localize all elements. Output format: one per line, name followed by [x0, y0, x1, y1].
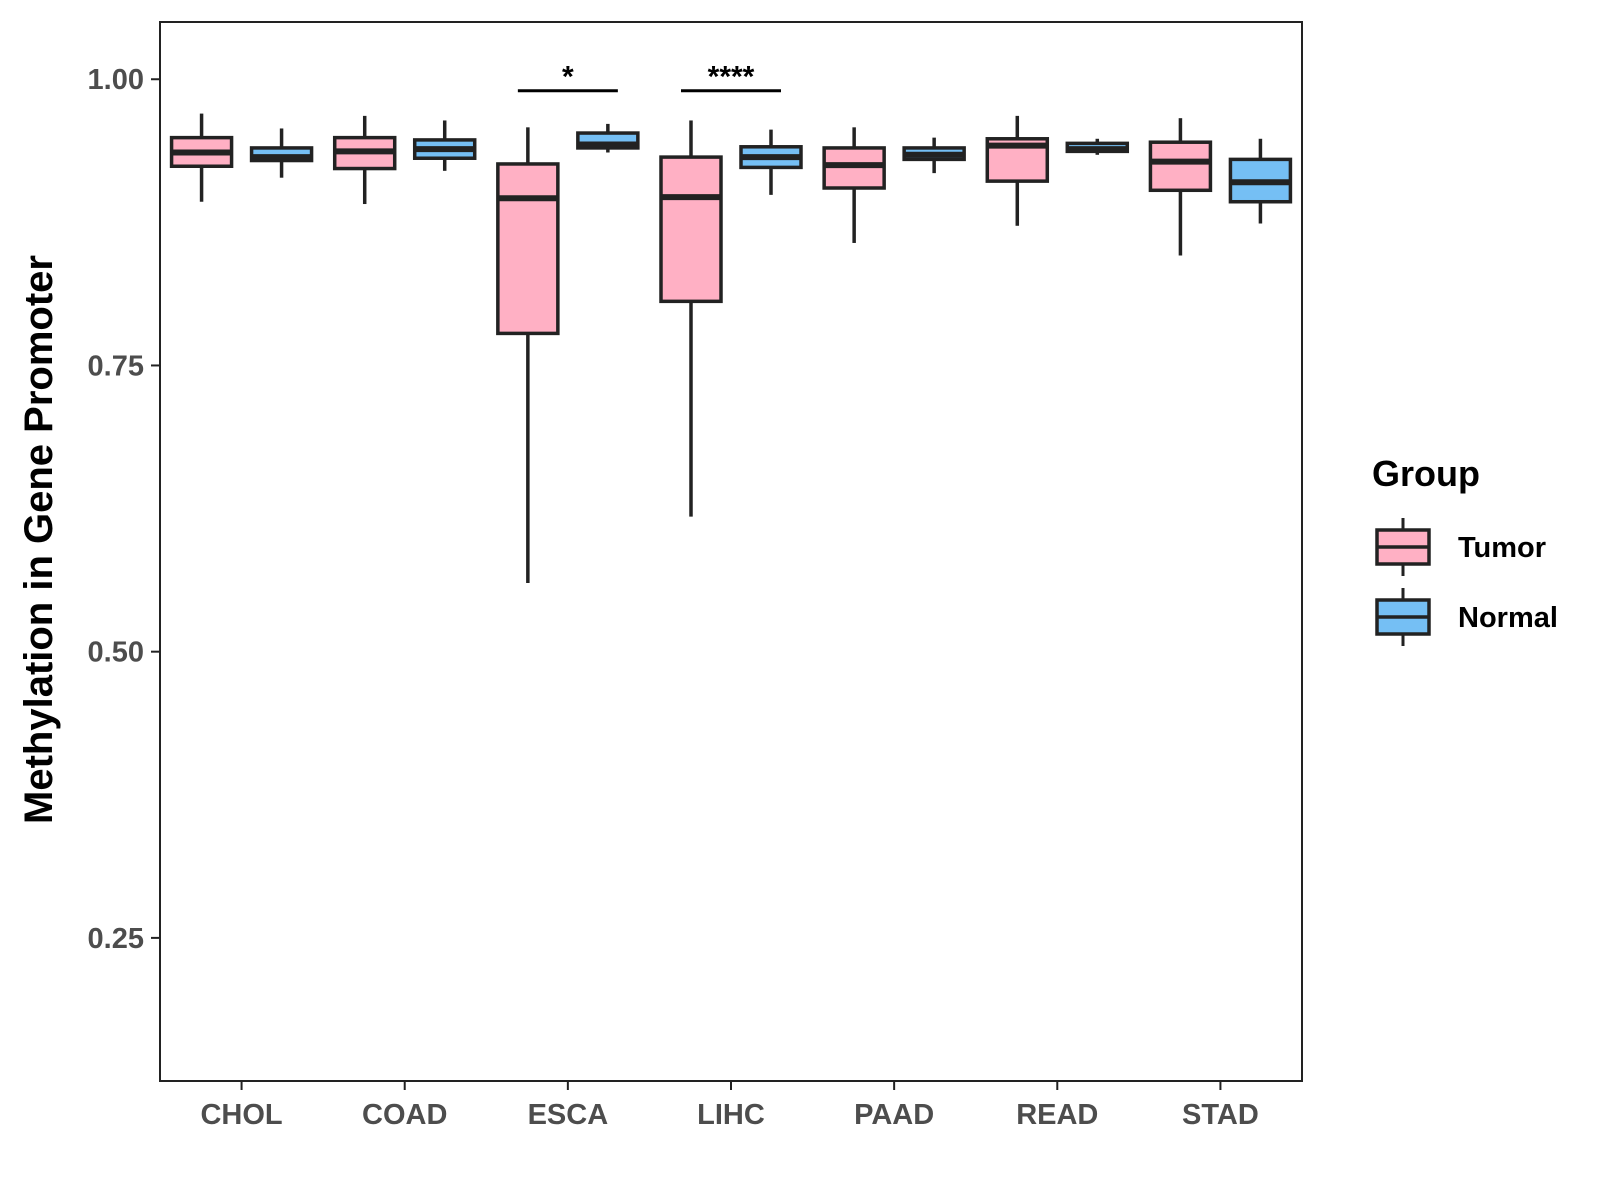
legend-key-tumor — [1375, 518, 1431, 576]
box-body — [1148, 140, 1213, 193]
y-axis: 0.25 0.50 0.75 1.00 — [88, 64, 160, 955]
box-tumor-esca — [496, 127, 560, 583]
box-normal-esca — [576, 123, 640, 153]
y-tick-label: 0.50 — [88, 637, 144, 669]
box-normal-coad — [412, 120, 477, 171]
y-axis-title: Methylation in Gene Promoter — [17, 255, 61, 824]
box-normal-lihc — [739, 129, 803, 195]
y-tick-label: 1.00 — [88, 64, 144, 96]
box-normal-paad — [902, 137, 966, 174]
box-normal-stad — [1228, 138, 1293, 224]
box-series — [169, 113, 1293, 583]
legend-label-normal: Normal — [1458, 602, 1558, 634]
box-tumor-chol — [169, 113, 234, 202]
x-axis: CHOL COAD ESCA LIHC PAAD READ STAD — [200, 1081, 1259, 1131]
box-tumor-read — [985, 115, 1050, 226]
box-body — [659, 155, 723, 304]
x-tick-label: ESCA — [528, 1099, 609, 1131]
box-tumor-paad — [822, 127, 886, 243]
plot-panel — [159, 21, 1303, 1082]
y-tick-label: 0.75 — [88, 350, 144, 382]
legend-key-normal — [1375, 588, 1431, 646]
legend-title: Group — [1372, 453, 1480, 494]
legend: Group Tumor Normal — [1372, 453, 1558, 646]
significance-annotations: * **** — [517, 61, 781, 94]
x-tick-label: LIHC — [697, 1099, 765, 1131]
box-tumor-stad — [1148, 118, 1213, 256]
x-tick-label: STAD — [1182, 1099, 1259, 1131]
box-normal-read — [1065, 138, 1130, 155]
box-tumor-coad — [332, 115, 397, 205]
x-tick-label: CHOL — [200, 1099, 282, 1131]
x-tick-label: PAAD — [854, 1099, 934, 1131]
box-normal-chol — [249, 128, 314, 178]
legend-label-tumor: Tumor — [1458, 532, 1546, 564]
significance-label: * — [562, 61, 574, 94]
x-tick-label: READ — [1016, 1099, 1098, 1131]
significance-label: **** — [708, 61, 755, 94]
y-tick-label: 0.25 — [88, 923, 144, 955]
x-tick-label: COAD — [362, 1099, 447, 1131]
box-tumor-lihc — [659, 120, 723, 517]
box-body — [496, 162, 560, 336]
